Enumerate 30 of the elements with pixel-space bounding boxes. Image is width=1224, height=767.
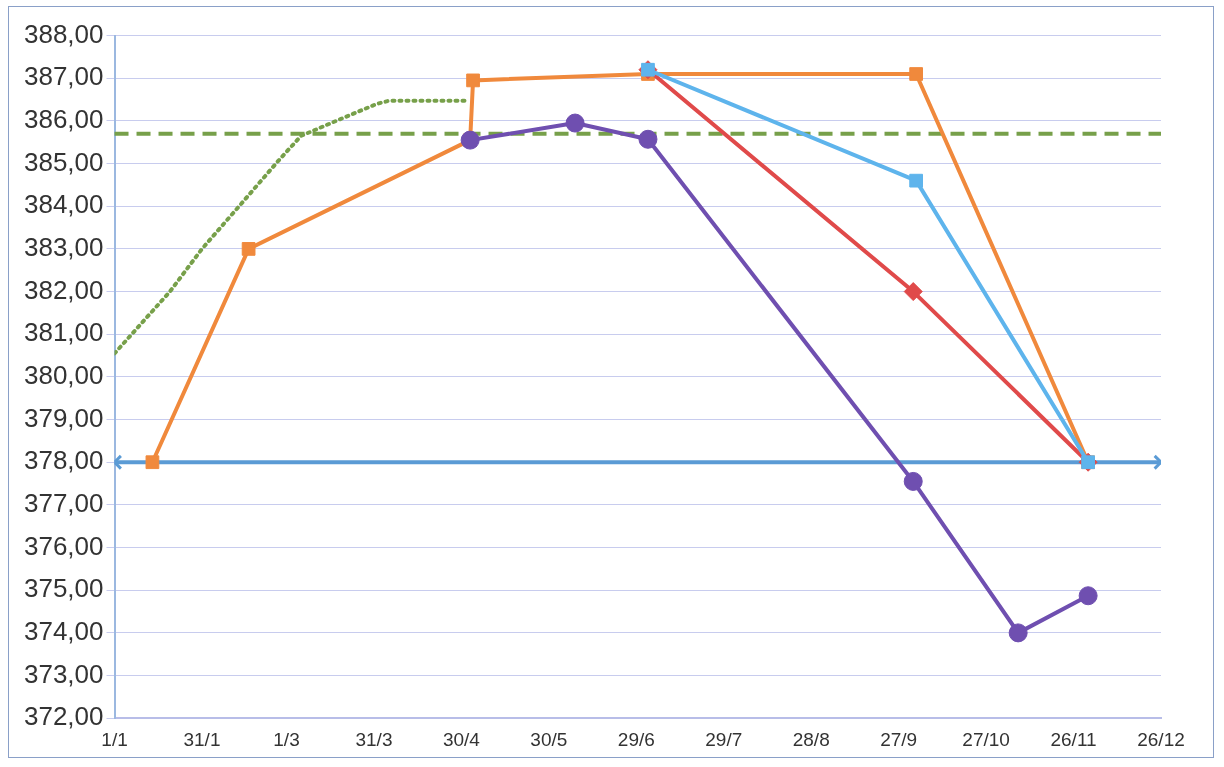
- x-tick-label: 27/9: [880, 728, 918, 750]
- y-tick-label: 384,00: [23, 189, 104, 220]
- x-tick-label: 1/1: [101, 728, 128, 750]
- x-tick-label: 29/7: [705, 728, 743, 750]
- y-tick-label: 387,00: [23, 61, 104, 92]
- y-tick-label: 388,00: [23, 18, 104, 49]
- y-tick-label: 377,00: [23, 488, 104, 519]
- x-tick-label: 1/3: [273, 728, 300, 750]
- y-tick-label: 376,00: [23, 530, 104, 561]
- y-tick-label: 382,00: [23, 274, 104, 305]
- y-tick-label: 372,00: [23, 701, 104, 732]
- y-tick-label: 383,00: [23, 232, 104, 263]
- y-tick-label: 378,00: [23, 445, 104, 476]
- x-tick-label: 28/8: [792, 728, 830, 750]
- x-tick-label: 30/4: [442, 728, 481, 750]
- x-tick-label: 29/6: [617, 728, 655, 750]
- y-tick-label: 380,00: [23, 360, 104, 391]
- x-tick-label: 31/3: [355, 728, 393, 750]
- y-tick-label: 379,00: [23, 402, 104, 433]
- x-tick-label: 27/10: [962, 728, 1010, 750]
- y-tick-label: 375,00: [23, 573, 104, 604]
- y-tick-label: 373,00: [23, 658, 104, 689]
- x-tick-label: 31/1: [183, 728, 221, 750]
- x-tick-label: 26/12: [1137, 728, 1185, 750]
- x-tick-label: 30/5: [530, 728, 568, 750]
- y-tick-label: 385,00: [23, 146, 104, 177]
- x-tick-label: 26/11: [1050, 728, 1097, 750]
- y-tick-label: 374,00: [23, 616, 104, 647]
- y-tick-label: 381,00: [23, 317, 104, 348]
- y-tick-label: 386,00: [23, 104, 104, 135]
